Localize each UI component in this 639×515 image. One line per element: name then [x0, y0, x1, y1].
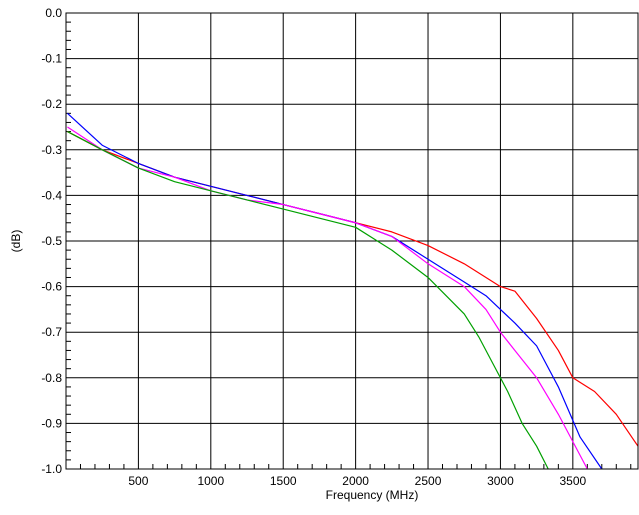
y-tick-label: -0.1 [41, 52, 62, 66]
series-lines [67, 112, 639, 470]
x-tick-label: 1500 [270, 474, 297, 488]
x-tick-label: 2000 [342, 474, 369, 488]
x-axis-title: Frequency (MHz) [326, 488, 419, 502]
minor-ticks [66, 21, 632, 469]
y-tick-label: -0.9 [41, 416, 62, 430]
y-tick-label: -0.6 [41, 280, 62, 294]
y-tick-label: 0.0 [45, 6, 62, 20]
series-line-2 [67, 112, 603, 470]
y-tick-label: -1.0 [41, 462, 62, 476]
x-tick-label: 3000 [487, 474, 514, 488]
tick-labels: 500 1000 1500 2000 2500 3000 3500 0.0 -0.1 -0.2 -0… [41, 6, 586, 488]
y-tick-label: -0.2 [41, 97, 62, 111]
y-tick-label: -0.8 [41, 371, 62, 385]
x-tick-label: 2500 [415, 474, 442, 488]
series-line-1 [67, 131, 639, 447]
y-axis-title: (dB) [9, 230, 23, 253]
y-tick-label: -0.7 [41, 325, 62, 339]
plot-frame [65, 12, 639, 470]
y-tick-label: -0.5 [41, 234, 62, 248]
series-line-3 [67, 126, 588, 470]
y-tick-label: -0.4 [41, 188, 62, 202]
x-tick-label: 3500 [559, 474, 586, 488]
series-line-4 [67, 131, 549, 470]
x-tick-label: 500 [128, 474, 148, 488]
gridlines [66, 12, 638, 470]
x-tick-label: 1000 [197, 474, 224, 488]
y-tick-label: -0.3 [41, 143, 62, 157]
